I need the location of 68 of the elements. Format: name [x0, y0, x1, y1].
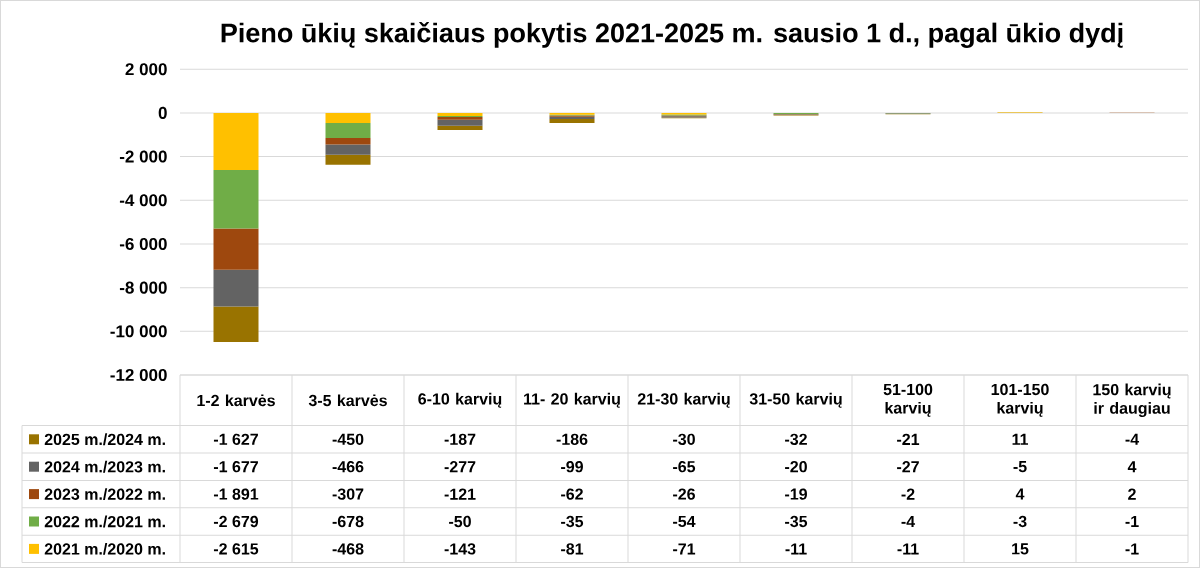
legend-label: 2025 m./2024 m. [44, 433, 165, 446]
x-tick-label: 31-50 karvių [749, 392, 842, 408]
x-tick-label: 21-30 karvių [637, 392, 730, 408]
data-label: -307 [332, 488, 364, 500]
data-label: -143 [444, 543, 476, 555]
data-label: 11 [1012, 433, 1029, 445]
data-label: -19 [785, 488, 807, 500]
data-label: -121 [444, 488, 476, 500]
y-tick-label: 2 000 [125, 63, 167, 76]
data-label: -277 [444, 461, 476, 473]
x-tick-label: 1-2 karvės [197, 394, 275, 407]
legend-label: 2022 m./2021 m. [44, 515, 165, 528]
data-label: -20 [785, 461, 807, 473]
data-label: -468 [332, 543, 364, 555]
y-tick-label: -6 000 [119, 237, 167, 250]
data-label: -1 627 [213, 433, 258, 445]
y-tick-label: -10 000 [110, 325, 167, 338]
data-label: -2 679 [213, 515, 259, 528]
data-label: -4 [901, 515, 916, 527]
data-label: -1 [1125, 515, 1139, 527]
data-label: -1 [1125, 543, 1139, 555]
data-label: -71 [673, 543, 696, 555]
data-label: -466 [332, 461, 364, 473]
data-label: -32 [785, 433, 807, 445]
legend-label: 2024 m./2023 m. [44, 460, 165, 473]
data-label: -54 [673, 515, 696, 528]
x-tick-label: 11- 20 karvių [524, 392, 620, 408]
data-label: -1 677 [213, 461, 258, 473]
data-label: 4 [1127, 461, 1137, 473]
data-label: -2 [901, 488, 915, 500]
data-label: -4 [1125, 433, 1140, 445]
legend-label: 2023 m./2022 m. [44, 488, 165, 501]
data-label: -81 [561, 543, 584, 555]
y-tick-label: -12 000 [110, 368, 167, 382]
data-label: -5 [1013, 461, 1027, 473]
x-tick-label: 150 karvių ir daugiau [1093, 383, 1171, 418]
x-tick-label: 3-5 karvės [308, 394, 387, 407]
data-label: -35 [561, 515, 584, 528]
data-label: -678 [332, 515, 364, 528]
data-label: -21 [897, 433, 920, 445]
data-label: -187 [444, 433, 476, 445]
data-label: -11 [897, 543, 919, 555]
x-tick-label: 51-100 karvių [883, 383, 933, 417]
legend-label: 2021 m./2020 m. [44, 542, 165, 555]
data-label: 4 [1015, 488, 1025, 500]
data-label: -27 [897, 461, 919, 473]
data-label: -2 615 [213, 543, 259, 555]
y-tick-label: -2 000 [119, 150, 167, 163]
x-tick-label: 6-10 karvių [418, 392, 502, 408]
data-label: -62 [561, 488, 583, 500]
data-label: -450 [332, 433, 364, 445]
data-label: -35 [785, 515, 808, 528]
data-label: 15 [1012, 543, 1029, 555]
y-tick-label: -4 000 [119, 194, 167, 207]
data-label: -1 891 [213, 488, 259, 500]
y-tick-label: -8 000 [119, 281, 167, 294]
data-label: -30 [673, 433, 695, 445]
data-label: -99 [561, 461, 583, 473]
data-label: -11 [785, 543, 807, 555]
x-tick-label: 101-150 karvių [991, 383, 1049, 417]
data-label: -3 [1013, 515, 1027, 528]
data-label: -26 [673, 488, 695, 500]
data-label: 2 [1128, 488, 1136, 500]
y-tick-label: 0 [158, 106, 167, 119]
data-label: -186 [556, 433, 588, 445]
data-label: -50 [449, 515, 471, 528]
chart-title: Pieno ūkių skaičiaus pokytis 2021-2025 m. sausio 1 d., pagal ūkio dydį [221, 22, 1123, 48]
data-label: -65 [673, 461, 696, 473]
